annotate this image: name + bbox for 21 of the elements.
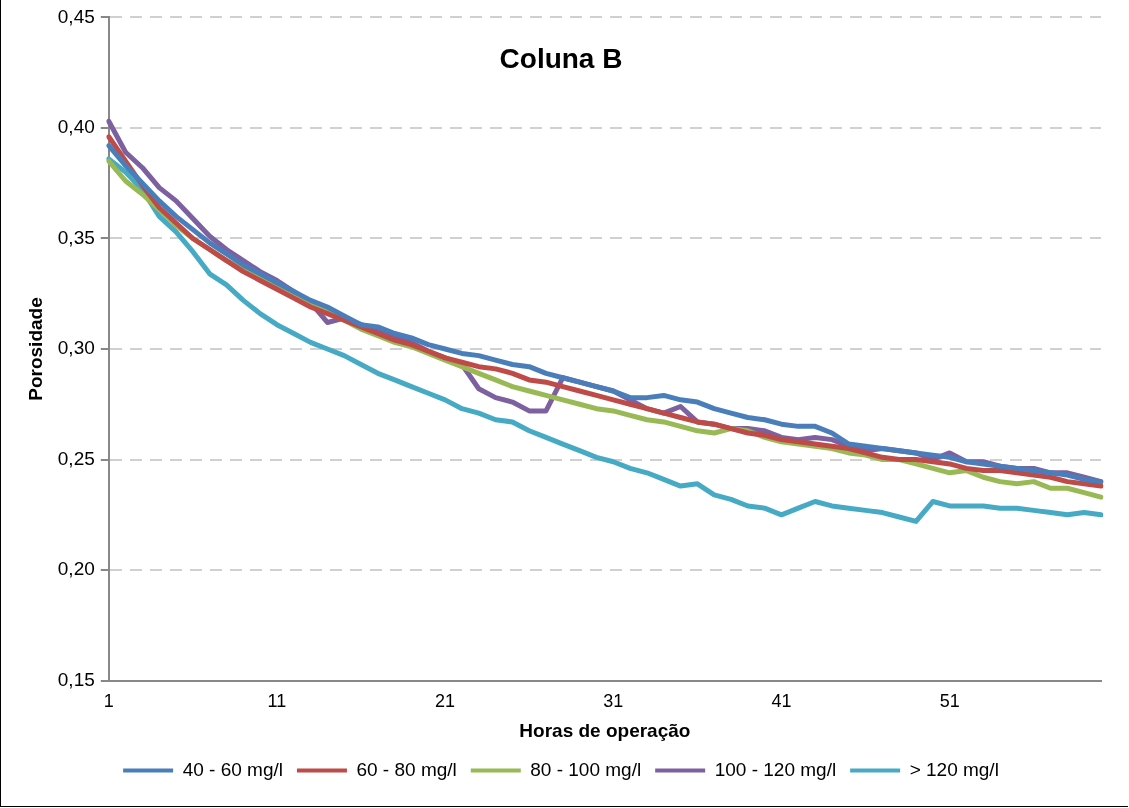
y-tick-label: 0,25 — [57, 447, 95, 469]
legend-label: 60 - 80 mg/l — [356, 758, 457, 780]
x-axis-title: Horas de operação — [519, 719, 691, 741]
x-tick-label: 51 — [939, 691, 960, 712]
x-tick-label: 31 — [603, 691, 624, 712]
legend-label: 100 - 120 mg/l — [714, 758, 837, 780]
y-tick-label: 0,35 — [57, 226, 95, 248]
x-tick-label: 21 — [435, 691, 456, 712]
y-tick-label: 0,20 — [57, 558, 95, 580]
y-tick-label: 0,45 — [57, 5, 95, 27]
y-tick-label: 0,15 — [57, 668, 95, 690]
y-tick-label: 0,40 — [57, 116, 95, 138]
x-tick-label: 11 — [267, 691, 287, 712]
legend-label: 80 - 100 mg/l — [530, 758, 642, 780]
legend-label: 40 - 60 mg/l — [182, 758, 283, 780]
text: Coluna B — [499, 43, 623, 75]
y-tick-label: 0,30 — [57, 337, 95, 359]
x-tick-label: 1 — [103, 691, 114, 712]
y-axis-title: Porosidade — [24, 297, 46, 401]
x-tick-label: 41 — [771, 691, 792, 712]
legend-label: > 120 mg/l — [909, 758, 999, 780]
